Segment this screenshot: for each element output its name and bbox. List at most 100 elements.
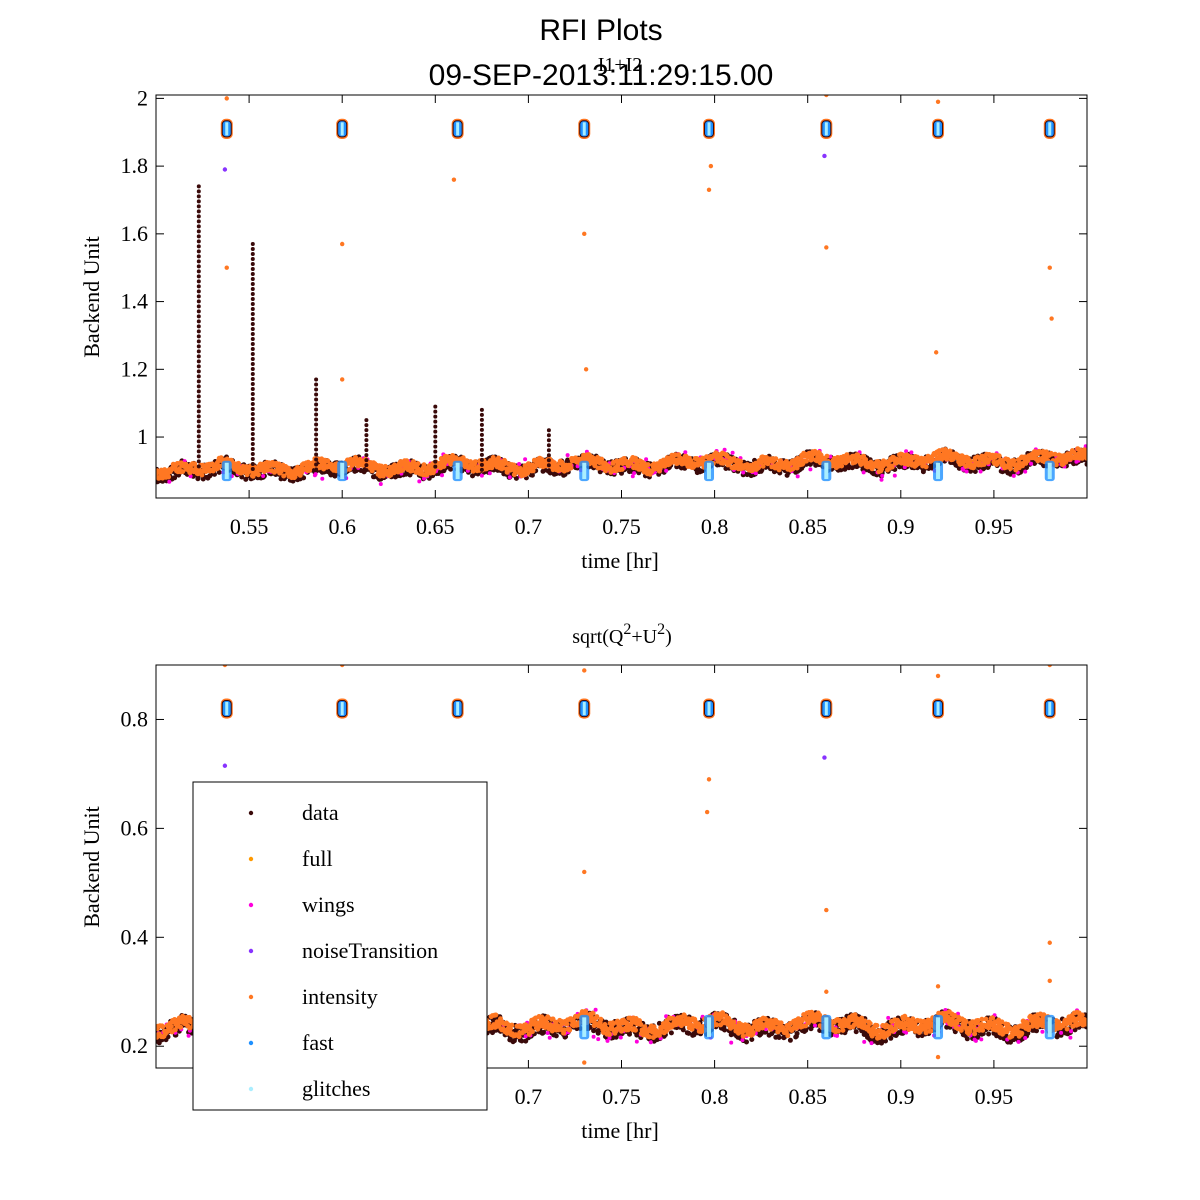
- x-tick-label: 0.55: [230, 514, 269, 539]
- legend-label-data: data: [302, 800, 339, 825]
- y-tick-label: 1.2: [121, 356, 149, 381]
- x-tick-label: 0.75: [602, 514, 641, 539]
- x-tick-label: 0.8: [701, 514, 729, 539]
- intensity-outlier-point: [933, 350, 939, 355]
- glitch-baseline-blip: [707, 462, 712, 480]
- intensity-outlier-point: [340, 665, 345, 668]
- noise-transition-outlier-point: [222, 167, 228, 172]
- x-tick-label: 0.95: [975, 1084, 1014, 1109]
- intensity-outlier-point: [582, 668, 587, 673]
- legend-label-intensity: intensity: [302, 984, 378, 1009]
- y-tick-label: 1.8: [121, 153, 149, 178]
- x-tick-label: 0.7: [515, 514, 543, 539]
- intensity-outlier-point: [582, 1060, 587, 1065]
- glitch-baseline-blip: [340, 462, 345, 480]
- top-panel-title: I1+I2: [598, 54, 643, 76]
- bottom-panel-x-label: time [hr]: [581, 1118, 659, 1143]
- y-tick-label: 0.2: [121, 1033, 149, 1058]
- top-panel-x-label: time [hr]: [581, 548, 659, 573]
- noise-cal-cluster-glitches: [582, 702, 586, 716]
- top-panel-plot-area: [156, 95, 1087, 486]
- intensity-outlier-point: [824, 907, 829, 913]
- legend-marker-intensity: [248, 994, 254, 1000]
- noise-cal-cluster-glitches: [936, 702, 940, 716]
- intensity-outlier-point: [340, 377, 345, 382]
- y-tick-label: 1.6: [121, 221, 149, 246]
- intensity-outlier-point: [222, 665, 228, 668]
- y-tick-label: 0.4: [121, 924, 149, 949]
- intensity-outlier-point: [1049, 316, 1054, 321]
- intensity-outlier-point: [824, 245, 829, 250]
- noise-cal-cluster-glitches: [340, 122, 344, 136]
- noise-transition-outlier-point: [822, 153, 827, 159]
- legend-marker-data: [248, 810, 254, 816]
- x-tick-label: 0.8: [701, 1084, 729, 1109]
- x-tick-label: 0.7: [515, 1084, 543, 1109]
- legend-label-glitches: glitches: [302, 1076, 370, 1101]
- noise-cal-cluster-glitches: [936, 122, 940, 136]
- bottom-panel-y-ticks: 0.2 0.4 0.6 0.8: [121, 706, 1087, 1058]
- bottom-panel-title: sqrt(Q2+U2): [572, 621, 672, 648]
- x-tick-label: 0.9: [887, 514, 915, 539]
- bottom-panel-x-ticks: 0.7 0.75 0.8 0.85 0.9 0.95: [515, 665, 1014, 1109]
- glitch-baseline-blip: [224, 462, 229, 480]
- noise-cal-cluster-glitches: [225, 702, 229, 716]
- intensity-outlier-point: [1047, 978, 1052, 984]
- noise-cal-cluster-glitches: [456, 122, 460, 136]
- intensity-outlier-point: [1047, 665, 1052, 668]
- noise-transition-outlier-point: [222, 763, 228, 768]
- glitch-baseline-blip: [936, 1017, 941, 1037]
- legend-marker-noiseTransition: [248, 948, 254, 954]
- noise-cal-cluster-glitches: [824, 122, 828, 136]
- intensity-outlier-point: [706, 187, 712, 193]
- noise-transition-outlier-point: [822, 755, 827, 760]
- glitch-baseline-blip: [824, 1017, 829, 1037]
- legend-label-noiseTransition: noiseTransition: [302, 938, 438, 963]
- glitch-baseline-blip: [582, 1017, 587, 1037]
- glitch-baseline-blip: [936, 462, 941, 480]
- legend-marker-fast: [248, 1040, 254, 1046]
- intensity-outlier-point: [1047, 940, 1052, 945]
- x-tick-label: 0.65: [416, 514, 455, 539]
- figure-title-line1: RFI Plots: [539, 14, 662, 47]
- glitch-baseline-blip: [1047, 462, 1052, 480]
- noise-cal-cluster-glitches: [707, 122, 711, 136]
- x-tick-label: 0.95: [975, 514, 1014, 539]
- intensity-outlier-point: [824, 95, 829, 98]
- glitch-baseline-blip: [824, 462, 829, 480]
- noise-cal-cluster-glitches: [582, 122, 586, 136]
- noise-cal-cluster-glitches: [225, 122, 229, 136]
- intensity-outlier-point: [708, 163, 714, 169]
- x-tick-label: 0.85: [788, 1084, 827, 1109]
- noise-cal-cluster-glitches: [340, 702, 344, 716]
- intensity-outlier-point: [935, 99, 941, 104]
- intensity-outlier-point: [704, 809, 710, 815]
- noise-cal-cluster-glitches: [824, 702, 828, 716]
- legend-label-full: full: [302, 846, 333, 871]
- x-tick-label: 0.6: [328, 514, 356, 539]
- legend-label-wings: wings: [302, 892, 355, 917]
- legend-marker-full: [248, 856, 254, 862]
- legend-box: [192, 781, 488, 1111]
- intensity-outlier-point: [935, 673, 941, 679]
- x-tick-label: 0.85: [788, 514, 827, 539]
- top-panel-i1-plus-i2: I1+I2 0.55 0.6 0.65 0.7 0.75 0.8 0.85 0.9 0.95 1…: [79, 54, 1088, 573]
- intensity-outlier-point: [1047, 265, 1052, 270]
- y-tick-label: 1.4: [121, 289, 149, 314]
- intensity-outlier-point: [706, 777, 712, 782]
- noise-cal-cluster-glitches: [707, 702, 711, 716]
- legend-marker-glitches: [248, 1086, 254, 1092]
- legend-marker-wings: [248, 902, 254, 908]
- y-tick-label: 1: [137, 424, 148, 449]
- glitch-baseline-blip: [582, 462, 587, 480]
- figure-title-line2: 09-SEP-2013:11:29:15.00: [429, 59, 774, 92]
- intensity-outlier-point: [824, 989, 829, 994]
- y-tick-label: 2: [137, 85, 148, 110]
- top-panel-x-ticks: 0.55 0.6 0.65 0.7 0.75 0.8 0.85 0.9 0.95: [230, 95, 1013, 539]
- intensity-outlier-point: [935, 984, 941, 989]
- intensity-outlier-point: [224, 265, 229, 270]
- legend-label-fast: fast: [302, 1030, 334, 1055]
- glitch-baseline-blip: [1047, 1017, 1052, 1037]
- intensity-outlier-point: [451, 177, 457, 182]
